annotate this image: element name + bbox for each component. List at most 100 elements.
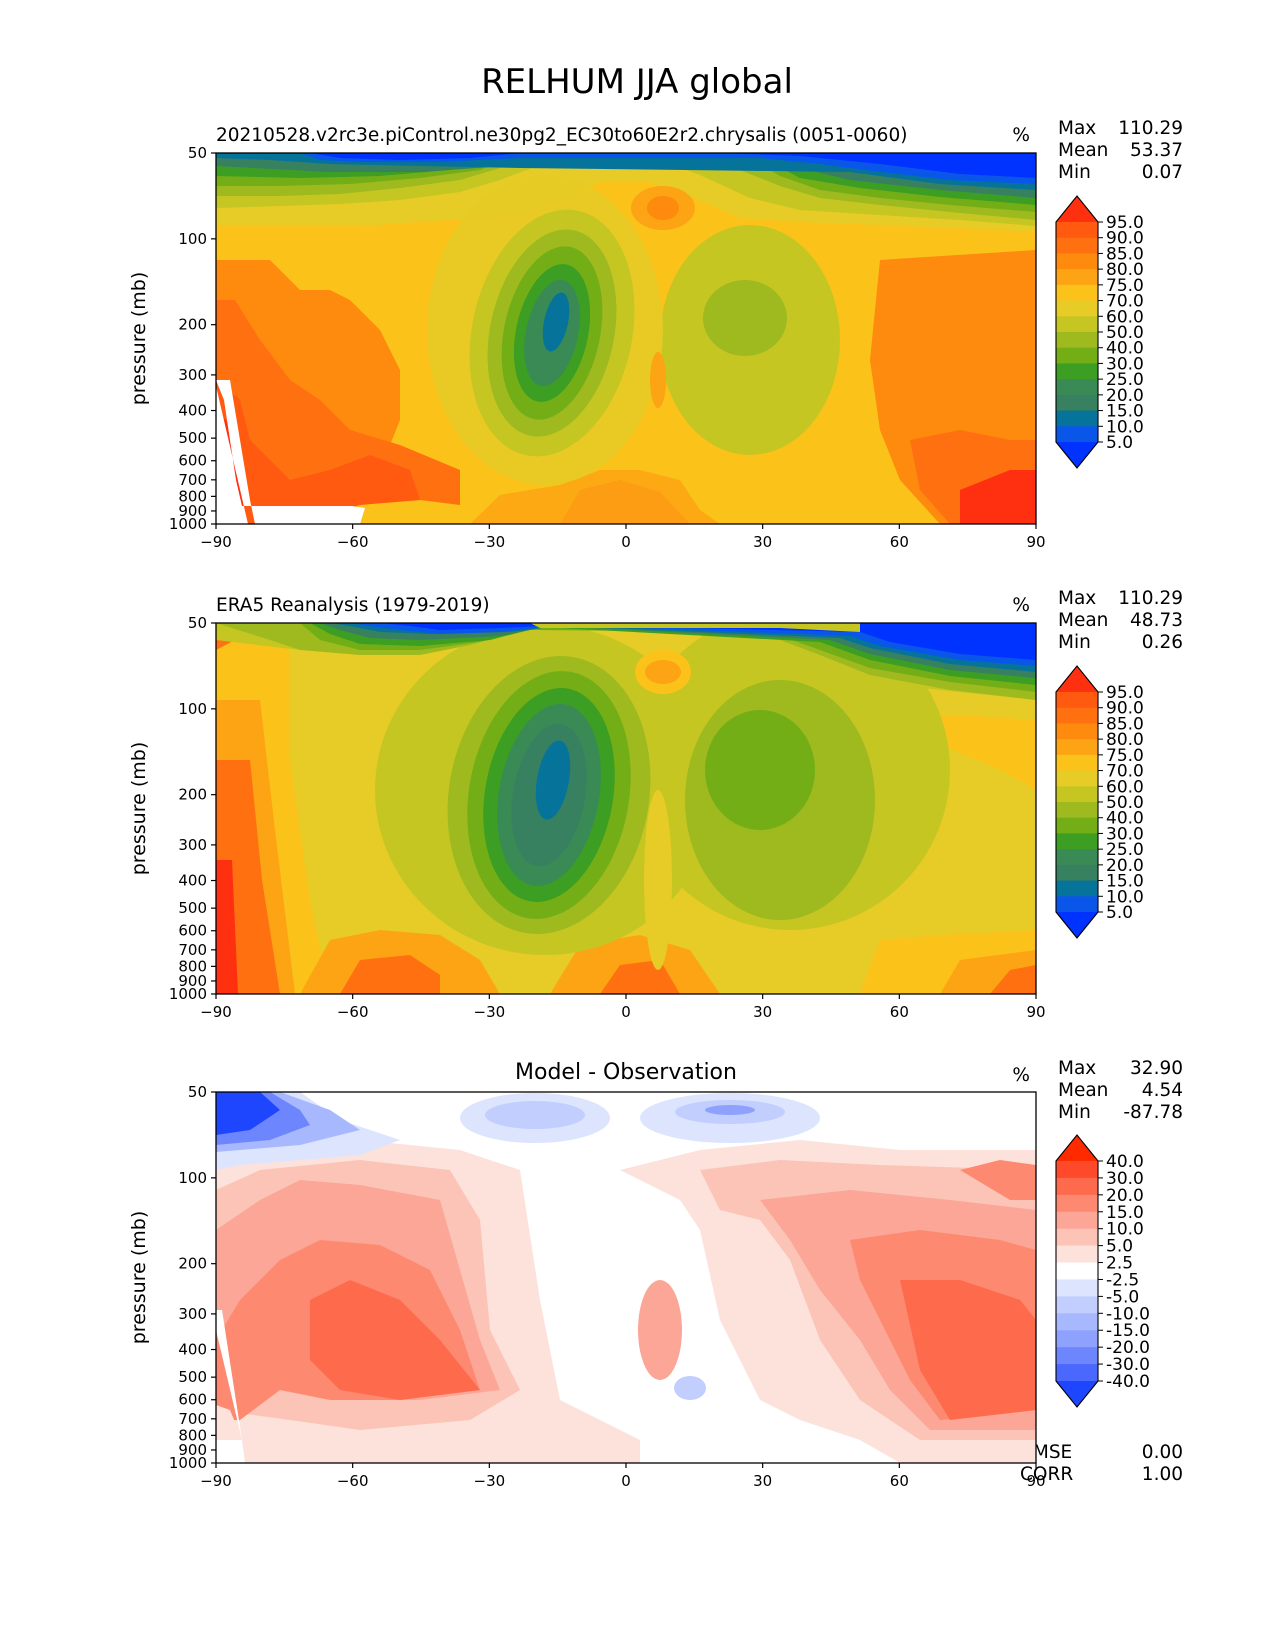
colorbar-bin (1056, 394, 1098, 412)
y-axis-label: pressure (mb) (128, 1211, 150, 1345)
colorbar-bin (1056, 1228, 1098, 1247)
colorbar-tick-label: -15.0 (1106, 1321, 1150, 1341)
colorbar-extend-max (1056, 1135, 1098, 1161)
colorbar-tick-label: 80.0 (1106, 730, 1144, 750)
colorbar-bin (1056, 363, 1098, 380)
stat-max-label: Max (1058, 588, 1096, 609)
stat-mean-value: 53.37 (1130, 140, 1183, 161)
colorbar-tick-label: -20.0 (1106, 1338, 1150, 1358)
colorbar-tick-label: 40.0 (1106, 339, 1144, 359)
colorbar-tick-label: 85.0 (1106, 714, 1144, 734)
y-tick-label: 50 (188, 614, 207, 632)
contour-fill (703, 280, 787, 356)
colorbar: 95.090.085.080.075.070.060.050.040.030.0… (1055, 665, 1144, 939)
colorbar-bin (1056, 739, 1098, 756)
stat-mean-label: Mean (1058, 1080, 1108, 1101)
y-tick-label: 700 (178, 471, 207, 489)
panel-title: Model - Observation (515, 1060, 737, 1085)
colorbar-tick-label: 70.0 (1106, 292, 1144, 312)
y-tick-label: 500 (178, 1368, 207, 1386)
contour-fill (485, 1101, 585, 1129)
colorbar-tick-label: -5.0 (1106, 1287, 1139, 1307)
colorbar-bin (1056, 770, 1098, 787)
x-tick-label: −30 (474, 533, 506, 551)
contour-fill (960, 1160, 1036, 1200)
colorbar-tick-label: 5.0 (1106, 903, 1133, 923)
colorbar-tick-label: 95.0 (1106, 213, 1144, 233)
y-tick-label: 900 (178, 502, 207, 520)
x-tick-label: −90 (200, 1472, 232, 1490)
colorbar-tick-label: -10.0 (1106, 1304, 1150, 1324)
colorbar-tick-label: 90.0 (1106, 699, 1144, 719)
colorbar-bin (1056, 1330, 1098, 1348)
x-tick-label: 0 (621, 533, 631, 551)
missing-data-mask (216, 380, 365, 524)
y-tick-label: 200 (178, 316, 207, 334)
contour-fill (705, 1105, 755, 1115)
x-tick-label: 90 (1026, 1472, 1045, 1490)
x-tick-label: −90 (200, 1003, 232, 1021)
stats-box: Max 110.29 Mean 48.73 Min 0.26 (1058, 588, 1183, 653)
metrics-box: RMSE 0.00 CORR 1.00 (1020, 1442, 1183, 1485)
colorbar-bin (1056, 237, 1098, 255)
contour-fill (990, 965, 1036, 994)
y-tick-label: 300 (178, 836, 207, 854)
y-tick-label: 900 (178, 972, 207, 990)
colorbar-tick-label: 20.0 (1106, 856, 1144, 876)
colorbar-bin (1056, 896, 1098, 913)
contour-fill (535, 740, 571, 820)
y-tick-label: 200 (178, 786, 207, 804)
stat-max-value: 32.90 (1130, 1058, 1183, 1079)
colorbar-bin (1056, 864, 1098, 882)
x-tick-label: 30 (753, 1003, 772, 1021)
y-tick-label: 500 (178, 899, 207, 917)
colorbar-tick-label: 90.0 (1106, 229, 1144, 249)
y-tick-label: 1000 (169, 1454, 207, 1472)
colorbar-bin (1056, 754, 1098, 772)
contour-fill (310, 153, 1036, 178)
contour-fill (470, 470, 720, 524)
colorbar-extend-max (1056, 196, 1098, 222)
stat-mean-value: 4.54 (1142, 1080, 1183, 1101)
colorbar-tick-label: 60.0 (1106, 777, 1144, 797)
colorbar-tick-label: 5.0 (1106, 1237, 1133, 1257)
y-tick-label: 50 (188, 144, 207, 162)
colorbar-tick-label: 40.0 (1106, 1152, 1144, 1172)
colorbar-tick-label: 75.0 (1106, 276, 1144, 296)
contour-fill (350, 623, 1036, 666)
y-tick-label: 600 (178, 922, 207, 940)
y-tick-label: 700 (178, 1410, 207, 1428)
missing-data-mask (216, 1310, 245, 1463)
colorbar-bin (1056, 1161, 1098, 1179)
colorbar-tick-label: 40.0 (1106, 809, 1144, 829)
colorbar-bin (1056, 1194, 1098, 1213)
colorbar-bin (1056, 1262, 1098, 1281)
y-tick-label: 100 (178, 700, 207, 718)
contour-fill (900, 1280, 1036, 1420)
contour-fill (960, 470, 1036, 524)
y-tick-label: 300 (178, 1305, 207, 1323)
x-tick-label: 30 (753, 1472, 772, 1490)
stat-min-value: 0.26 (1142, 632, 1183, 653)
y-tick-label: 200 (178, 1255, 207, 1273)
x-tick-label: −90 (200, 533, 232, 551)
x-tick-label: 90 (1026, 533, 1045, 551)
x-tick-label: 0 (621, 1472, 631, 1490)
colorbar-bin (1056, 723, 1098, 740)
stat-mean-label: Mean (1058, 610, 1108, 631)
contour-fill (216, 1405, 360, 1463)
colorbar-bin (1056, 833, 1098, 850)
contour-field (216, 1092, 1036, 1463)
colorbar-bin (1056, 300, 1098, 317)
colorbar-bin (1056, 1211, 1098, 1230)
colorbar-bin (1056, 692, 1098, 709)
units-label: % (1012, 125, 1030, 146)
colorbar-bin (1056, 316, 1098, 333)
colorbar-bin (1056, 817, 1098, 835)
colorbar-tick-label: 50.0 (1106, 793, 1144, 813)
corr-value: 1.00 (1142, 1464, 1183, 1485)
colorbar-bin (1056, 347, 1098, 365)
colorbar-tick-label: 15.0 (1106, 872, 1144, 892)
colorbar-tick-label: 50.0 (1106, 323, 1144, 343)
